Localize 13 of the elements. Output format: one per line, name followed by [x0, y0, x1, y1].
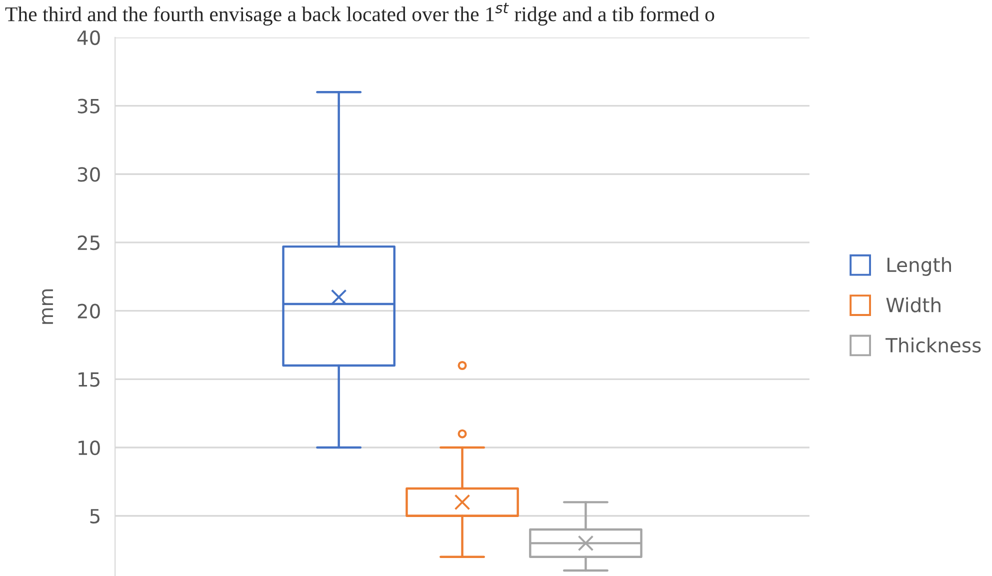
legend-label: Width [886, 297, 940, 312]
y-tick-label: 20 [78, 304, 100, 318]
legend-label: Thickness [886, 338, 981, 353]
y-tick-label: 40 [77, 30, 100, 46]
y-tick-label: 35 [78, 98, 100, 114]
legend-label: Length [887, 257, 951, 276]
y-tick-label: 5 [90, 509, 100, 524]
y-axis-title: mm [42, 289, 53, 324]
y-tick-label: 25 [78, 235, 100, 250]
y-tick-label: 15 [78, 372, 100, 387]
y-tick-label: 30 [78, 167, 100, 182]
y-tick-label: 10 [78, 440, 100, 456]
text: The third and the fourth envisage a back located over the 1$^{st}$ ridge and a tib formed o [5, 2, 714, 26]
